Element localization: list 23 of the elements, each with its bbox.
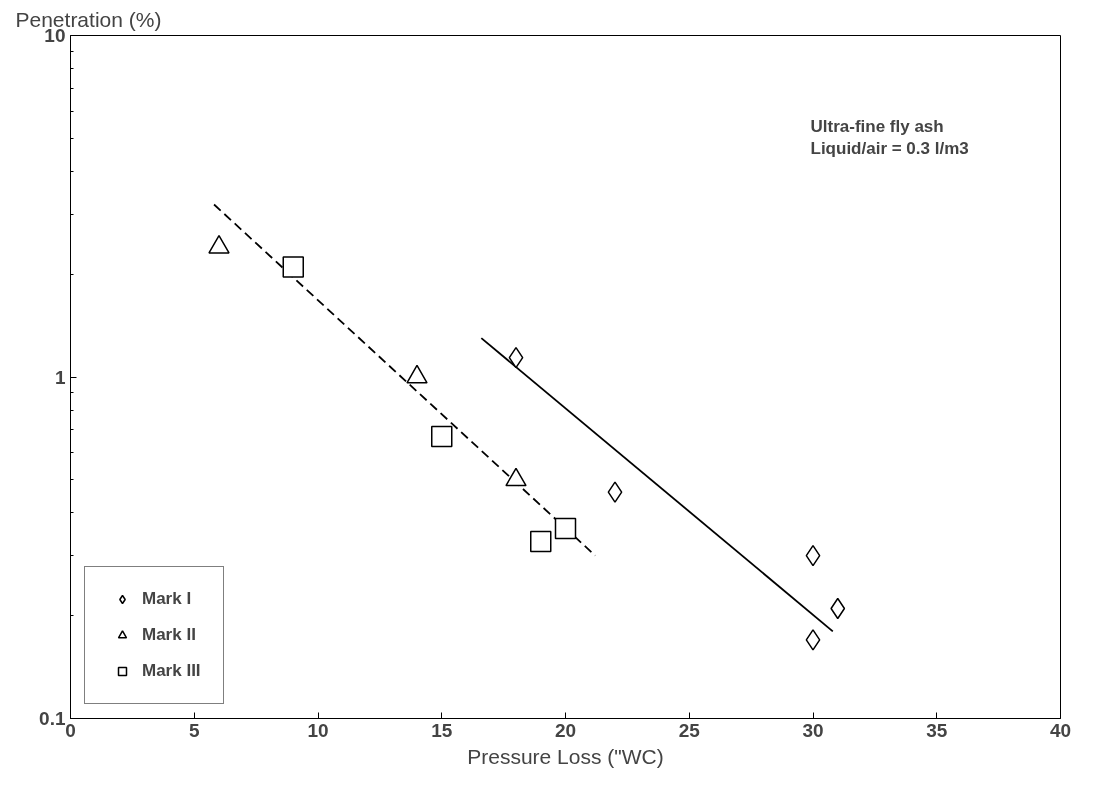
point xyxy=(805,629,821,651)
x-tick-label: 10 xyxy=(307,719,329,741)
x-tick-label: 0 xyxy=(65,719,76,741)
legend-label: Mark I xyxy=(142,589,192,609)
y-tick-label: 1 xyxy=(54,366,66,388)
legend-label: Mark II xyxy=(142,625,196,645)
x-tick-label: 25 xyxy=(678,719,701,741)
legend-label: Mark III xyxy=(142,661,201,681)
x-tick-label: 15 xyxy=(431,719,453,741)
x-tick-label: 5 xyxy=(188,719,200,741)
point xyxy=(431,425,453,448)
point xyxy=(282,256,304,278)
point xyxy=(554,517,577,540)
point xyxy=(530,530,552,553)
x-axis-title: Pressure Loss ("WC) xyxy=(467,744,664,768)
y-tick-label: 0.1 xyxy=(39,708,66,729)
annotation: Ultra-fine fly ash xyxy=(810,116,944,136)
point xyxy=(607,481,623,503)
x-tick-label: 20 xyxy=(554,719,577,741)
x-tick-label: 30 xyxy=(802,719,824,741)
annotation: Liquid/air = 0.3 l/m3 xyxy=(810,138,969,158)
x-tick-label: 40 xyxy=(1049,719,1072,741)
x-tick-label: 35 xyxy=(926,719,948,741)
